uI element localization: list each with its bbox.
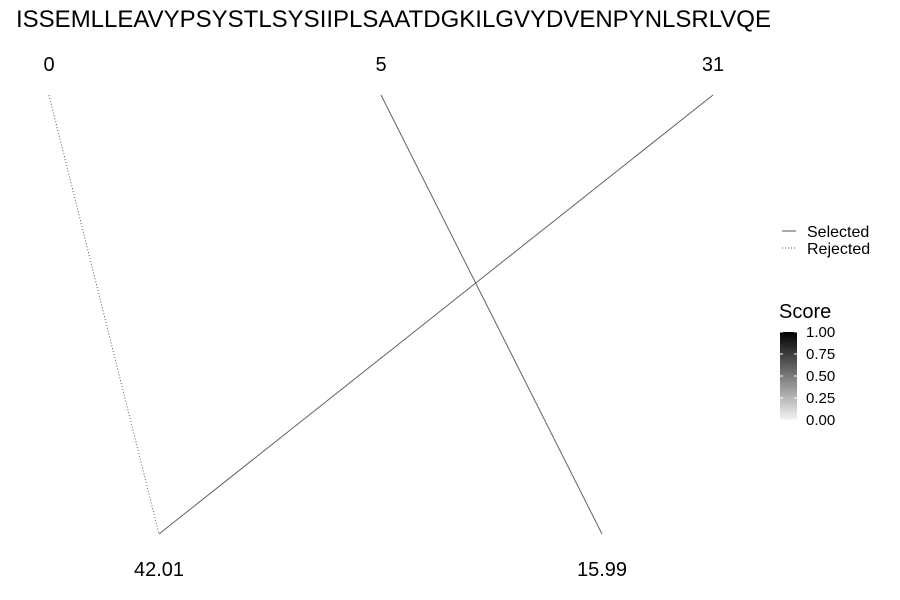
colorbar-tick-label-1: 0.75 [806, 346, 835, 363]
top-node-label-0: 0 [43, 54, 54, 76]
colorbar-tick-label-2: 0.50 [806, 368, 835, 385]
legend-selected-label: Selected [807, 224, 869, 241]
link-31-to-42.01 [158, 94, 714, 535]
top-node-labels: 0 5 31 [43, 54, 724, 76]
bottom-node-label-1: 15.99 [577, 559, 627, 581]
colorbar-tick-label-3: 0.25 [806, 390, 835, 407]
bottom-node-labels: 42.01 15.99 [134, 559, 627, 581]
top-node-label-1: 5 [375, 54, 386, 76]
colorbar-tick-label-0: 1.00 [806, 324, 835, 341]
colorbar-gradient [780, 332, 797, 420]
bottom-node-label-0: 42.01 [134, 559, 184, 581]
link-0-to-42.01 [48, 94, 160, 535]
top-node-label-2: 31 [702, 54, 724, 76]
chart-title: ISSEMLLEAVYPSYSTLSYSIIPLSAATDGKILGVYDVEN… [16, 6, 771, 33]
colorbar-title: Score [779, 301, 831, 323]
links-layer [48, 94, 714, 535]
legend-rejected-label: Rejected [807, 241, 870, 258]
colorbar-tick-label-4: 0.00 [806, 412, 835, 429]
link-5-to-15.99 [380, 94, 603, 535]
score-colorbar: Score 1.00 0.75 0.50 0.25 0.00 [779, 301, 835, 429]
linetype-legend: Selected Rejected [782, 224, 870, 258]
